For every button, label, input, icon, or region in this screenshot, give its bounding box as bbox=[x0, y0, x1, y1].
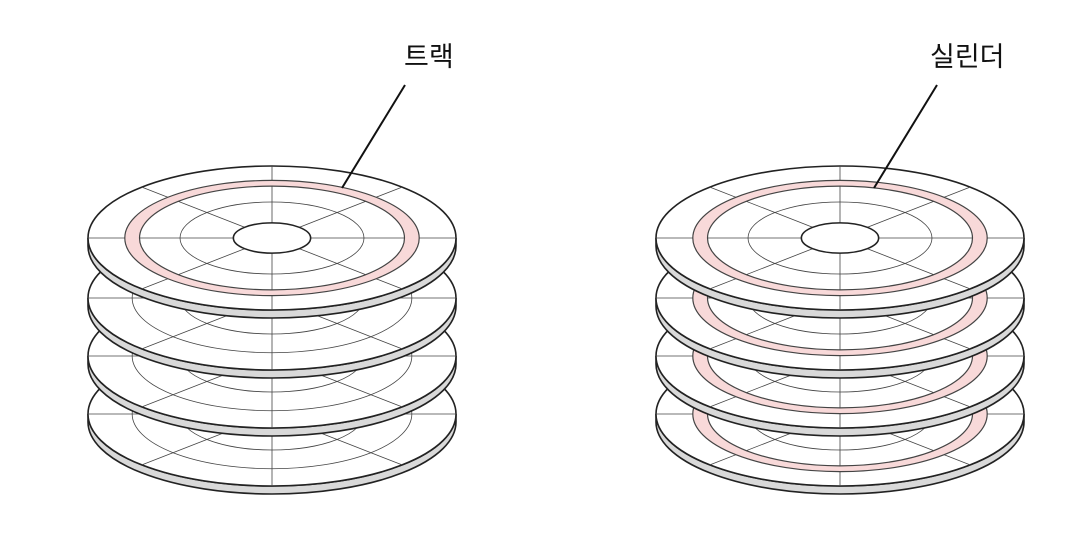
highlighted-track bbox=[124, 179, 420, 297]
track-disk-stack bbox=[87, 165, 457, 495]
highlighted-track bbox=[692, 179, 988, 297]
spindle-hole bbox=[232, 222, 312, 254]
platter-1 bbox=[87, 165, 457, 319]
spindle-hole bbox=[800, 222, 880, 254]
cylinder-disk-stack bbox=[655, 165, 1025, 495]
platter-1 bbox=[655, 165, 1025, 319]
track-label: 트랙 bbox=[404, 42, 454, 73]
cylinder-leader-line bbox=[873, 84, 938, 189]
track-leader-line bbox=[341, 84, 406, 189]
cylinder-label: 실린더 bbox=[930, 42, 1005, 73]
